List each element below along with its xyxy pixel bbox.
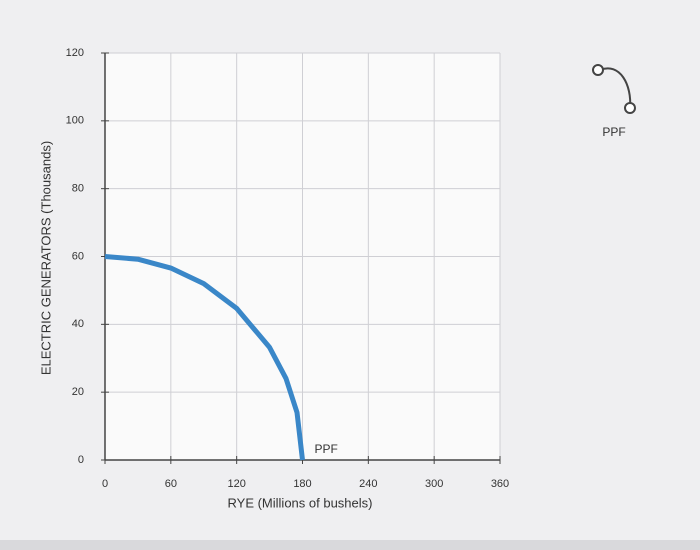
y-axis-label: ELECTRIC GENERATORS (Thousands) (38, 141, 53, 375)
x-tick-label: 0 (102, 478, 108, 490)
legend-label: PPF (602, 125, 625, 139)
y-tick-label: 100 (66, 115, 84, 127)
x-tick-label: 360 (491, 478, 509, 490)
y-tick-label: 40 (72, 318, 84, 330)
y-tick-label: 60 (72, 250, 84, 262)
x-tick-label: 180 (293, 478, 311, 490)
legend-icon (592, 64, 636, 114)
x-tick-label: 240 (359, 478, 377, 490)
y-tick-label: 0 (78, 454, 84, 466)
x-tick-label: 120 (227, 478, 245, 490)
x-tick-label: 300 (425, 478, 443, 490)
x-axis-label: RYE (Millions of bushels) (228, 495, 373, 510)
y-tick-label: 80 (72, 183, 84, 195)
x-tick-label: 60 (165, 478, 177, 490)
y-tick-label: 20 (72, 386, 84, 398)
ppf-curve (104, 254, 305, 461)
y-tick-label: 120 (66, 47, 84, 59)
annotation: PPF (315, 442, 338, 456)
